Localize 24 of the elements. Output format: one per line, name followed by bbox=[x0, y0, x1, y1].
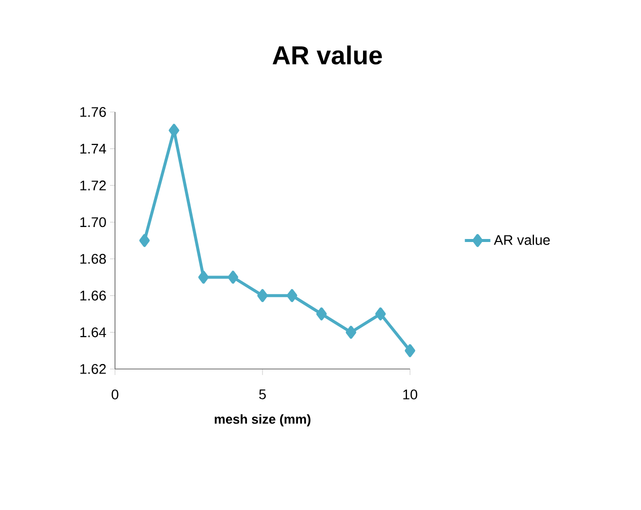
point bbox=[286, 289, 298, 302]
point bbox=[346, 326, 356, 339]
point bbox=[139, 234, 150, 247]
x-tick-label: 0 bbox=[112, 390, 118, 400]
chart-title: AR value bbox=[272, 45, 382, 65]
y-tick-label: 1.66 bbox=[80, 290, 106, 301]
y-tick-label: 1.76 bbox=[80, 107, 106, 117]
point bbox=[316, 307, 327, 320]
point bbox=[257, 289, 268, 302]
y-tick-label: 1.62 bbox=[80, 364, 106, 374]
y-tick-label: 1.70 bbox=[80, 217, 106, 228]
point bbox=[404, 344, 416, 358]
x-tick-label: 10 bbox=[403, 390, 418, 400]
point bbox=[375, 307, 386, 320]
y-tick-label: 1.74 bbox=[80, 144, 106, 154]
y-tick-label: 1.68 bbox=[80, 254, 106, 264]
x-axis-title: mesh size (mm) bbox=[214, 414, 310, 426]
x-tick-label: 5 bbox=[259, 390, 266, 400]
point bbox=[168, 124, 180, 137]
legend-label: AR value bbox=[494, 234, 550, 245]
y-tick-label: 1.64 bbox=[80, 327, 106, 338]
y-tick-label: 1.72 bbox=[80, 180, 106, 190]
point bbox=[228, 270, 238, 284]
point bbox=[198, 270, 209, 284]
